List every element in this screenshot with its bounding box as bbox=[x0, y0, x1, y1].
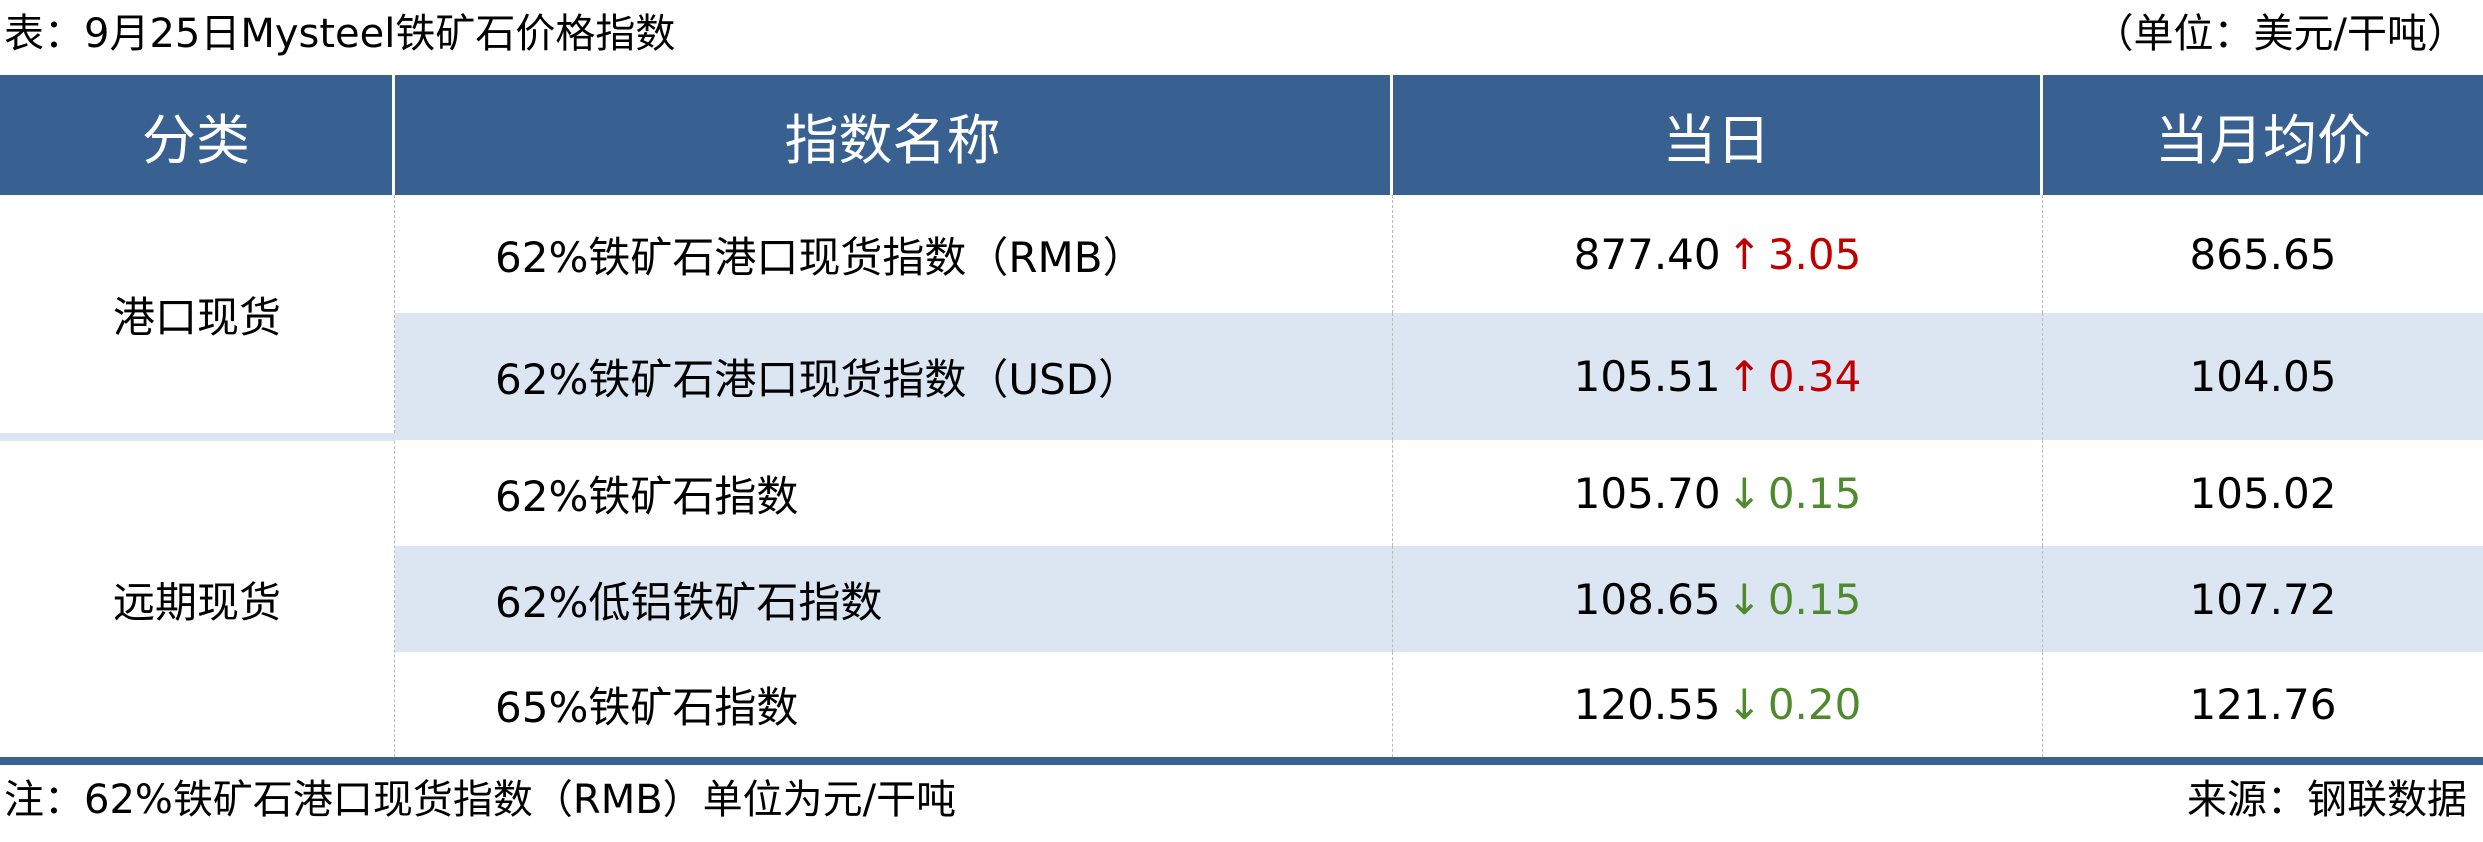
today-value-cell: 120.55 ↓ 0.20 bbox=[1393, 652, 2043, 757]
group-separator bbox=[0, 433, 395, 441]
month-avg-value: 104.05 bbox=[2189, 352, 2337, 401]
index-name: 62%铁矿石港口现货指数（USD） bbox=[395, 313, 1393, 440]
change-value: 0.15 bbox=[1767, 574, 1862, 624]
change-value: 3.05 bbox=[1767, 229, 1862, 279]
unit-label: （单位：美元/干吨） bbox=[2093, 11, 2467, 57]
today-value-cell: 877.40 ↑ 3.05 bbox=[1393, 195, 2043, 313]
today-value: 105.51 bbox=[1573, 352, 1721, 401]
today-value: 877.40 bbox=[1573, 229, 1721, 279]
month-avg-value: 105.02 bbox=[2189, 468, 2337, 518]
table-row: 65%铁矿石指数 120.55 ↓ 0.20 121.76 bbox=[395, 652, 2483, 757]
today-value: 105.70 bbox=[1573, 468, 1721, 518]
table-row: 62%铁矿石港口现货指数（USD） 105.51 ↑ 0.34 104.05 bbox=[395, 313, 2483, 440]
header-category: 分类 bbox=[0, 75, 395, 195]
header-today: 当日 bbox=[1393, 75, 2043, 195]
month-avg-value: 107.72 bbox=[2189, 574, 2337, 624]
price-index-table: 分类 指数名称 当日 当月均价 港口现货 远期现货 62%铁矿石港口现货指数（R… bbox=[0, 75, 2483, 757]
today-value-cell: 108.65 ↓ 0.15 bbox=[1393, 546, 2043, 652]
header-month-avg: 当月均价 bbox=[2155, 108, 2371, 172]
today-value: 120.55 bbox=[1573, 680, 1721, 729]
arrow-up-icon: ↑ bbox=[1726, 352, 1762, 401]
index-name: 62%低铝铁矿石指数 bbox=[395, 546, 1393, 652]
month-avg-value: 865.65 bbox=[2189, 229, 2337, 279]
table-row: 62%铁矿石指数 105.70 ↓ 0.15 105.02 bbox=[395, 440, 2483, 546]
footnote: 注：62%铁矿石港口现货指数（RMB）单位为元/干吨 bbox=[4, 777, 957, 823]
index-name: 62%铁矿石港口现货指数（RMB） bbox=[395, 195, 1393, 313]
category-port-spot: 港口现货 bbox=[0, 195, 395, 433]
table-body: 港口现货 远期现货 62%铁矿石港口现货指数（RMB） 877.40 ↑ 3.0… bbox=[0, 195, 2483, 757]
table-row: 62%低铝铁矿石指数 108.65 ↓ 0.15 107.72 bbox=[395, 546, 2483, 652]
arrow-down-icon: ↓ bbox=[1726, 680, 1762, 729]
arrow-down-icon: ↓ bbox=[1726, 468, 1762, 518]
index-name: 62%铁矿石指数 bbox=[395, 440, 1393, 546]
table-row: 62%铁矿石港口现货指数（RMB） 877.40 ↑ 3.05 865.65 bbox=[395, 195, 2483, 313]
change-value: 0.20 bbox=[1767, 680, 1862, 729]
table-bottom-border bbox=[0, 757, 2483, 765]
today-value-cell: 105.51 ↑ 0.34 bbox=[1393, 313, 2043, 440]
index-name: 65%铁矿石指数 bbox=[395, 652, 1393, 757]
change-value: 0.15 bbox=[1767, 468, 1862, 518]
header-name: 指数名称 bbox=[395, 75, 1393, 195]
arrow-down-icon: ↓ bbox=[1726, 574, 1762, 624]
today-value-cell: 105.70 ↓ 0.15 bbox=[1393, 440, 2043, 546]
table-title: 表：9月25日Mysteel铁矿石价格指数 bbox=[4, 11, 676, 57]
change-value: 0.34 bbox=[1767, 352, 1862, 401]
table-header: 分类 指数名称 当日 当月均价 bbox=[0, 75, 2483, 195]
month-avg-value: 121.76 bbox=[2189, 680, 2337, 729]
today-value: 108.65 bbox=[1573, 574, 1721, 624]
arrow-up-icon: ↑ bbox=[1726, 229, 1762, 279]
source-label: 来源：钢联数据 bbox=[2187, 777, 2467, 823]
category-forward-spot: 远期现货 bbox=[0, 441, 395, 757]
